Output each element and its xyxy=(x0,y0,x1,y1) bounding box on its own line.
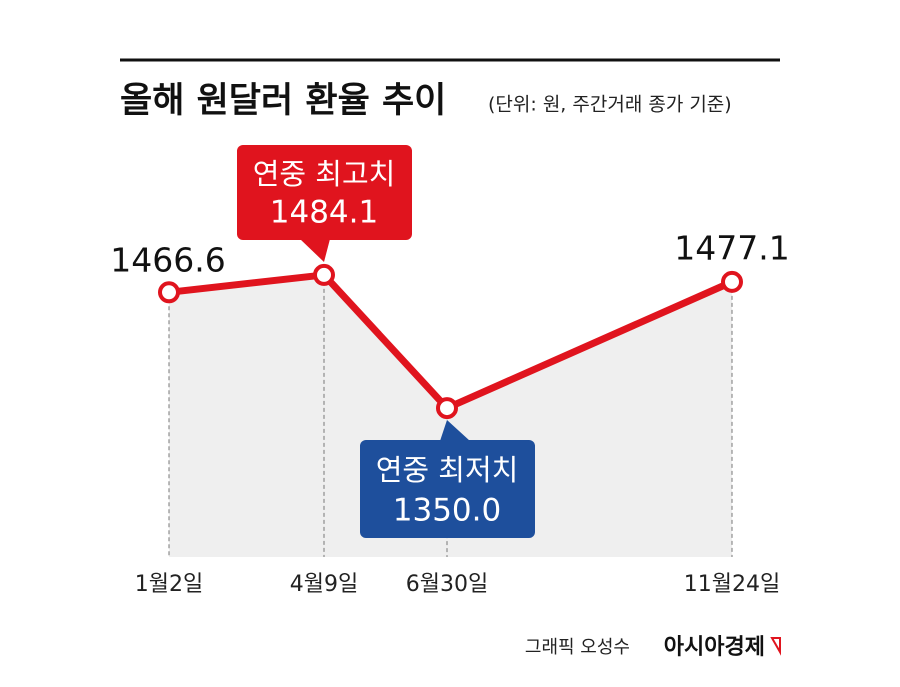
callout-box xyxy=(360,440,535,538)
x-tick-label: 1월2일 xyxy=(135,572,203,597)
point xyxy=(436,397,458,420)
callout-low: 연중 최저치 1350.0 xyxy=(360,420,535,538)
x-tick-label: 11월24일 xyxy=(684,572,780,597)
line xyxy=(168,271,734,412)
annotation-text: 연중 최저치 xyxy=(376,453,519,487)
point xyxy=(158,281,180,304)
data-label: 1477.1 xyxy=(674,229,789,268)
data-label: 1350.0 xyxy=(393,493,501,529)
plot-area: 1월2일 4월9일 6월30일 11월24일 xyxy=(135,263,780,597)
point xyxy=(721,270,743,293)
x-tick-label: 6월30일 xyxy=(406,572,488,597)
brand: 아시아경제 xyxy=(664,635,765,660)
data-label: 1466.6 xyxy=(110,241,225,280)
callout-pointer xyxy=(300,239,330,262)
x-tick-label: 4월9일 xyxy=(290,572,358,597)
data-label: 1484.1 xyxy=(270,195,378,231)
point xyxy=(313,263,335,286)
chart-subtitle: (단위: 원, 주간거래 종가 기준) xyxy=(488,94,732,116)
chart-title: 올해 원달러 환율 추이 xyxy=(120,81,446,121)
source: 그래픽 오성수 xyxy=(525,637,630,658)
callout-pointer xyxy=(440,420,470,441)
callout-high: 연중 최고치 1484.1 xyxy=(237,145,412,262)
callout-box xyxy=(237,145,412,240)
annotation-text: 연중 최고치 xyxy=(253,157,396,191)
brand-icon xyxy=(770,637,781,656)
